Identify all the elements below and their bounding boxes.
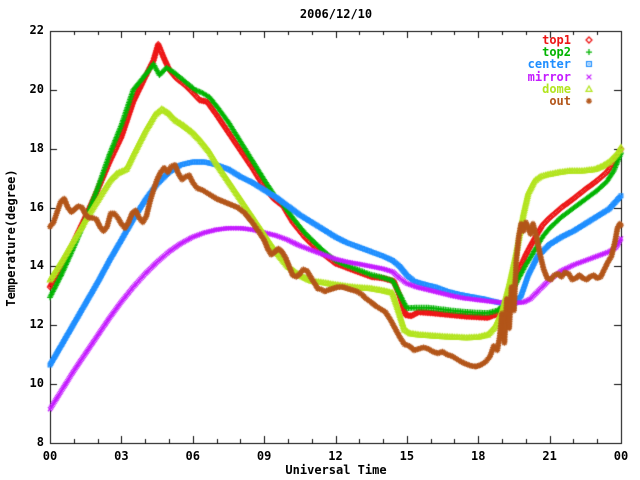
y-axis-label: Temperature(degree)	[4, 169, 18, 307]
legend-item-top2: top2	[542, 45, 571, 59]
x-tick-label: 18	[471, 449, 486, 463]
y-tick-label: 16	[29, 199, 44, 214]
x-tick-label: 00	[613, 449, 629, 463]
y-tick-label: 14	[29, 258, 44, 273]
y-tick-label: 22	[29, 23, 44, 37]
x-tick-label: 15	[399, 449, 415, 463]
x-axis-label: Universal Time	[285, 463, 387, 477]
x-tick-label: 06	[185, 449, 200, 463]
chart-title: 2006/12/10	[299, 7, 373, 21]
x-tick-label: 00	[42, 449, 58, 463]
y-tick-label: 18	[29, 140, 44, 155]
x-tick-label: 21	[542, 449, 557, 463]
x-tick-label: 12	[328, 449, 343, 463]
legend-item-out: out	[549, 94, 571, 108]
y-tick-label: 10	[29, 376, 44, 391]
x-tick-label: 09	[256, 449, 272, 463]
y-tick-label: 20	[29, 81, 44, 96]
legend-item-dome: dome	[542, 82, 571, 96]
legend-item-mirror: mirror	[527, 70, 571, 84]
y-tick-label: 8	[36, 435, 44, 449]
legend-item-center: center	[527, 57, 571, 71]
legend-item-top1: top1	[542, 33, 571, 47]
x-tick-label: 03	[114, 449, 129, 463]
y-tick-label: 12	[29, 317, 44, 332]
